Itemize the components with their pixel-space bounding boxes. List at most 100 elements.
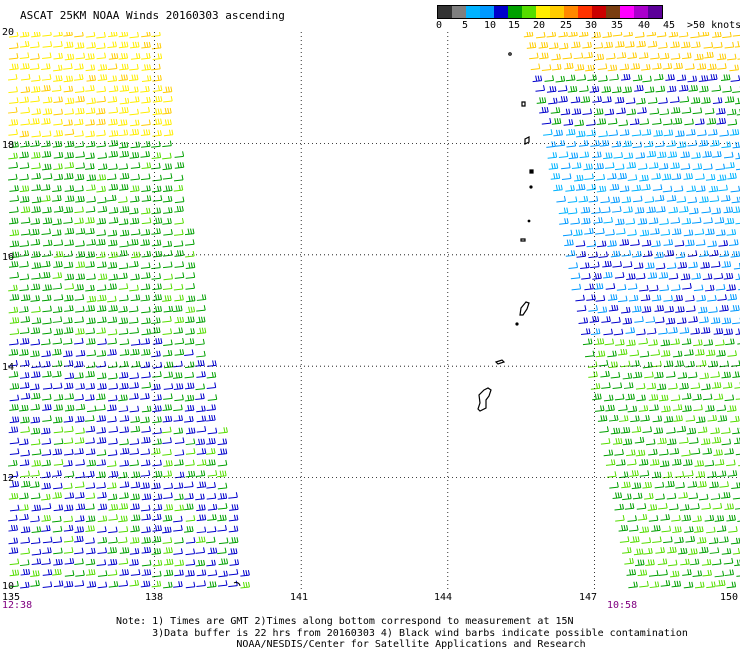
wind-barb [727,470,738,477]
wind-barb [634,85,644,92]
wind-barb [628,581,638,589]
wind-barb [130,525,140,533]
wind-barb [129,537,140,544]
wind-barb [152,108,163,116]
wind-barb [174,471,185,479]
wind-barb [636,503,647,510]
wind-barb [42,52,52,60]
wind-barb [108,130,119,137]
wind-barb [638,163,648,170]
wind-barb [97,196,107,204]
wind-barb [41,260,51,268]
wind-barb [53,64,63,72]
wind-barb [598,130,608,138]
wind-barb [163,581,173,589]
guam-outline [477,387,492,412]
wind-barb [129,284,139,292]
wind-barb [8,284,18,292]
wind-barb [565,185,575,192]
wind-barb [592,96,602,103]
wind-barb [663,536,673,544]
wind-barb [19,438,29,446]
wind-barb [130,173,140,181]
wind-barb [8,152,18,160]
wind-barb [74,481,85,489]
wind-barb [207,503,218,511]
wind-barb [8,86,18,94]
wind-barb [725,338,735,346]
wind-barb [721,371,731,379]
wind-barb [710,493,721,500]
wind-barb [174,205,184,213]
wind-barb [141,513,151,521]
wind-barb [151,42,162,50]
wind-barb [108,107,119,114]
wind-barb [152,459,162,467]
wind-barb [86,42,96,49]
wind-barb [575,184,586,191]
wind-barb [637,218,648,225]
wind-barb [129,448,140,455]
wind-barb [688,492,699,500]
wind-barb [86,581,97,588]
footnote-line: NOAA/NESDIS/Center for Satellite Applica… [116,639,586,650]
wind-barb [701,559,712,566]
wind-barb [53,96,63,104]
wind-barb [598,359,609,367]
wind-barb [96,251,106,259]
island [524,136,530,145]
wind-barb [712,502,723,510]
wind-barb [660,339,671,347]
wind-barb [108,273,119,281]
wind-barb [639,284,649,292]
wind-barb [74,394,84,401]
wind-barb [75,570,85,577]
wind-barb [86,547,96,555]
wind-barb [85,119,95,126]
wind-barb [8,217,19,225]
wind-barb [152,174,163,182]
wind-barb [96,229,107,237]
wind-barb [53,173,64,181]
wind-barb [130,425,141,433]
wind-barb [726,108,737,116]
wind-barb [670,394,681,402]
wind-barb [129,459,139,467]
wind-barb [8,129,18,136]
wind-barb [626,108,637,116]
wind-barb [712,97,723,104]
wind-barb [559,218,569,225]
legend-label: 20 [533,20,546,31]
wind-barb [670,107,681,114]
wind-barb [118,250,128,257]
wind-barb [218,537,229,545]
island [520,238,526,242]
wind-barb [163,339,173,347]
wind-barb [19,240,30,247]
map-title: ASCAT 25KM NOAA Winds 20160303 ascending [20,9,285,22]
wind-barb [679,382,689,390]
wind-barb [704,460,715,467]
wind-barb [650,349,661,357]
wind-barb [206,559,216,567]
wind-barb [85,32,96,38]
wind-barb [97,526,107,533]
wind-barb [129,86,139,94]
wind-barb [52,272,63,279]
wind-barb [184,493,194,500]
wind-barb [196,569,207,577]
wind-barb [85,140,96,148]
wind-barb [639,229,650,237]
wind-barb [649,108,660,115]
wind-barb [108,426,119,433]
wind-barb [676,425,687,433]
wind-barb [107,449,118,457]
wind-barb [85,327,96,335]
wind-barb [152,559,163,567]
wind-barb [96,284,107,292]
wind-barb [631,184,642,192]
wind-barb [688,261,698,269]
wind-barb [668,273,679,280]
wind-barb [52,416,63,424]
wind-barb [41,74,52,81]
